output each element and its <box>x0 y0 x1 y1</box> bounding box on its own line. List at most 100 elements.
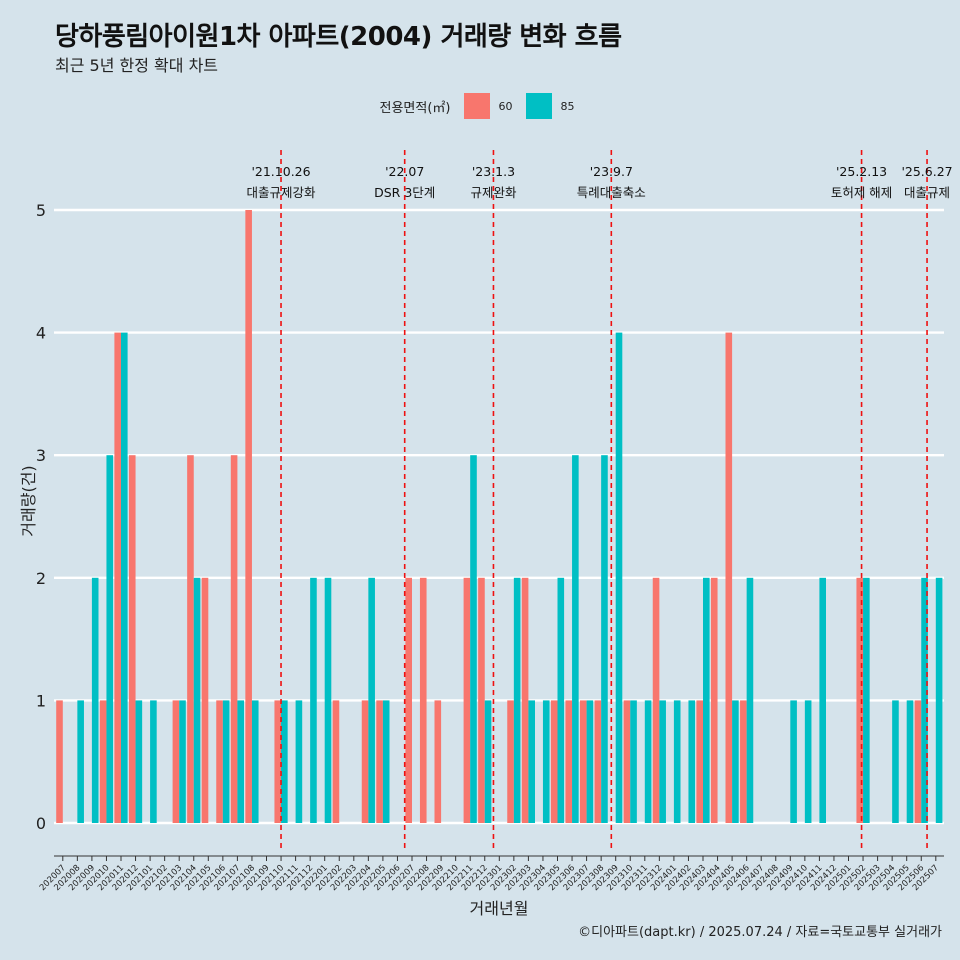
bar-60-202207 <box>405 577 412 823</box>
bar-85-202303 <box>528 700 535 823</box>
bar-60-202302 <box>507 700 514 823</box>
bar-85-202011 <box>121 332 128 823</box>
bar-85-202305 <box>557 577 565 823</box>
bar-85-202304 <box>542 700 550 823</box>
bar-60-202404 <box>710 577 718 823</box>
bar-85-202504 <box>892 700 899 823</box>
bar-85-202204 <box>368 577 375 823</box>
event-label-3: 특례대출축소 <box>577 185 646 200</box>
bar-85-202012 <box>135 700 143 823</box>
event-label-0: 대출규제강화 <box>247 185 317 200</box>
bar-85-202311 <box>644 700 652 823</box>
event-label-4: 토허제 해제 <box>831 185 892 200</box>
bar-60-202205 <box>376 700 383 823</box>
bar-60-202108 <box>245 210 252 823</box>
bar-60-202212 <box>478 577 485 823</box>
event-label-1: DSR 3단계 <box>374 185 435 200</box>
bar-60-202106 <box>216 700 223 823</box>
legend-label-60: 60 <box>498 99 513 113</box>
bar-85-202201 <box>324 577 332 823</box>
bar-85-202306 <box>572 455 579 823</box>
event-label-2: 규제완화 <box>470 185 517 200</box>
event-date-4: '25.2.13 <box>836 164 887 179</box>
bar-85-202411 <box>819 577 826 823</box>
bar-85-202111 <box>295 700 303 823</box>
y-axis-title: 거래량(건) <box>19 465 38 536</box>
bar-85-202009 <box>91 577 99 823</box>
legend-title: 전용면적(㎡) <box>379 100 451 116</box>
bar-60-202502 <box>856 577 864 823</box>
bar-60-202107 <box>230 455 238 823</box>
bar-85-202008 <box>77 700 84 823</box>
legend: 전용면적(㎡) 60 85 <box>0 93 960 119</box>
bar-85-202107 <box>237 700 244 823</box>
event-date-1: '22.07 <box>385 164 424 179</box>
bar-85-202211 <box>470 455 477 823</box>
bar-85-202212 <box>484 700 492 823</box>
bar-85-202309 <box>615 332 623 823</box>
bar-60-202104 <box>187 455 194 823</box>
bar-85-202101 <box>150 700 157 823</box>
bar-85-202406 <box>746 577 754 823</box>
bar-85-202112 <box>310 577 317 823</box>
legend-swatch-85 <box>526 93 553 119</box>
bar-85-202401 <box>673 700 681 823</box>
bar-60-202312 <box>652 577 660 823</box>
bar-85-202106 <box>222 700 230 823</box>
bar-60-202010 <box>99 700 107 823</box>
x-axis-title: 거래년월 <box>470 899 529 918</box>
bar-60-202209 <box>434 700 442 823</box>
bar-85-202507 <box>935 577 943 823</box>
bar-85-202502 <box>863 577 870 823</box>
event-date-3: '23.9.7 <box>590 164 633 179</box>
bar-60-202211 <box>463 577 471 823</box>
bar-85-202410 <box>804 700 812 823</box>
legend-swatch-60 <box>464 93 491 119</box>
event-date-2: '23.1.3 <box>472 164 515 179</box>
bar-60-202208 <box>419 577 427 823</box>
bar-85-202108 <box>251 700 259 823</box>
bar-60-202506 <box>914 700 922 823</box>
bar-60-202307 <box>580 700 587 823</box>
y-tick-label: 1 <box>36 691 46 710</box>
bar-85-202312 <box>659 700 666 823</box>
bar-60-202403 <box>696 700 703 823</box>
legend-label-85: 85 <box>560 99 575 113</box>
bar-60-202308 <box>594 700 602 823</box>
bar-85-202302 <box>513 577 521 823</box>
event-date-0: '21.10.26 <box>251 164 310 179</box>
bar-85-202308 <box>601 455 608 823</box>
bar-85-202010 <box>106 455 114 823</box>
bar-85-202205 <box>382 700 390 823</box>
bar-60-202011 <box>114 332 121 823</box>
event-date-5: '25.6.27 <box>901 164 952 179</box>
y-tick-label: 5 <box>36 201 46 220</box>
bar-85-202405 <box>732 700 739 823</box>
bar-85-202307 <box>586 700 594 823</box>
bar-60-202303 <box>521 577 529 823</box>
bar-85-202506 <box>921 577 928 823</box>
y-tick-label: 2 <box>36 569 46 588</box>
bar-60-202202 <box>332 700 340 823</box>
event-label-5: 대출규제 <box>904 185 950 200</box>
bar-60-202405 <box>725 332 733 823</box>
bar-60-202310 <box>623 700 631 823</box>
bar-85-202505 <box>906 700 914 823</box>
bar-60-202204 <box>361 700 369 823</box>
bar-60-202105 <box>201 577 209 823</box>
y-tick-label: 0 <box>36 814 46 833</box>
bar-85-202103 <box>179 700 186 823</box>
bar-60-202103 <box>172 700 180 823</box>
chart-title: 당하풍림아이원1차 아파트(2004) 거래량 변화 흐름 <box>55 22 622 52</box>
bar-85-202409 <box>790 700 797 823</box>
bar-85-202310 <box>630 700 637 823</box>
bar-85-202402 <box>688 700 696 823</box>
bar-85-202110 <box>281 700 288 823</box>
bar-60-202406 <box>740 700 747 823</box>
chart-caption: ©디아파트(dapt.kr) / 2025.07.24 / 자료=국토교통부 실… <box>578 925 942 940</box>
bar-60-202110 <box>274 700 282 823</box>
bar-85-202104 <box>193 577 201 823</box>
bar-60-202305 <box>550 700 558 823</box>
